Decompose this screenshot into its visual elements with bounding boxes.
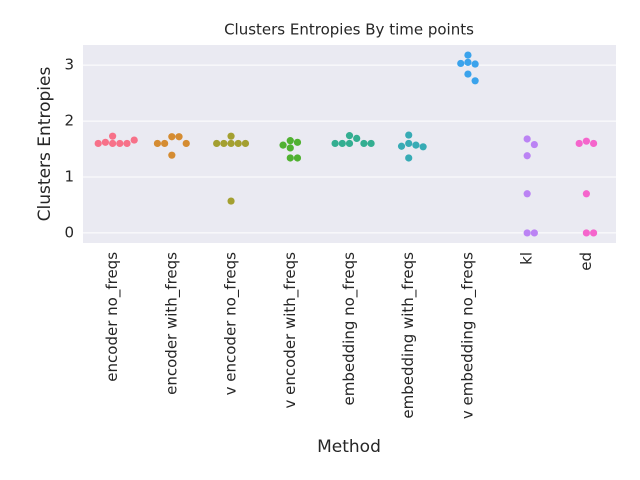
point [464, 51, 472, 59]
point [109, 132, 117, 140]
point [367, 139, 375, 148]
point [530, 140, 538, 149]
point [227, 132, 235, 140]
point [116, 139, 124, 148]
point [345, 132, 354, 140]
point [213, 139, 221, 148]
point [412, 141, 420, 149]
point [523, 229, 531, 237]
point [286, 137, 294, 145]
y-tick-label: 1 [64, 168, 74, 186]
point [241, 139, 250, 148]
point [227, 197, 235, 205]
y-tick-label: 3 [64, 56, 74, 74]
point [123, 139, 131, 148]
point [220, 139, 228, 148]
point [589, 139, 598, 148]
x-tick-label: v embedding no_freqs [458, 252, 477, 419]
y-tick-label: 0 [64, 223, 74, 241]
point [101, 138, 110, 146]
point [353, 134, 361, 143]
point [168, 151, 176, 159]
point [523, 152, 531, 160]
x-tick-label: ed [577, 252, 595, 271]
point [345, 139, 354, 148]
point [338, 139, 346, 148]
point [523, 190, 531, 198]
point [419, 143, 427, 151]
point [161, 139, 169, 148]
point [582, 190, 590, 198]
point [153, 139, 162, 148]
point [293, 154, 302, 162]
y-tick-label: 2 [64, 112, 74, 130]
point [130, 136, 138, 144]
point [530, 229, 538, 237]
point [279, 141, 287, 149]
point [575, 139, 583, 148]
x-tick-label: embedding with_freqs [399, 252, 418, 419]
point [464, 70, 472, 78]
point [523, 135, 531, 143]
point [464, 58, 472, 66]
point [471, 60, 479, 68]
x-tick-label: v encoder with_freqs [281, 252, 300, 409]
point [405, 154, 413, 162]
point [175, 133, 183, 141]
point [360, 139, 368, 148]
point [94, 139, 102, 148]
point [405, 139, 413, 148]
point [286, 144, 294, 152]
point [234, 139, 242, 148]
point [182, 139, 190, 148]
point [471, 77, 479, 85]
y-axis-label: Clusters Entropies [35, 67, 55, 222]
x-tick-label: v encoder no_freqs [222, 252, 241, 396]
point [397, 142, 406, 150]
point [331, 139, 339, 148]
point [109, 139, 117, 148]
point [286, 154, 294, 162]
point [582, 137, 590, 145]
chart-title: Clusters Entropies By time points [224, 21, 474, 39]
point [168, 133, 176, 141]
point [227, 139, 235, 148]
x-tick-label: encoder with_freqs [162, 252, 181, 395]
x-axis-label: Method [317, 437, 381, 457]
point [589, 229, 598, 237]
x-tick-label: embedding no_freqs [340, 252, 359, 406]
point [293, 138, 302, 146]
point [457, 59, 465, 68]
x-tick-label: kl [518, 252, 536, 265]
x-tick-label: encoder no_freqs [103, 252, 122, 382]
point [582, 229, 590, 237]
point [405, 131, 413, 139]
